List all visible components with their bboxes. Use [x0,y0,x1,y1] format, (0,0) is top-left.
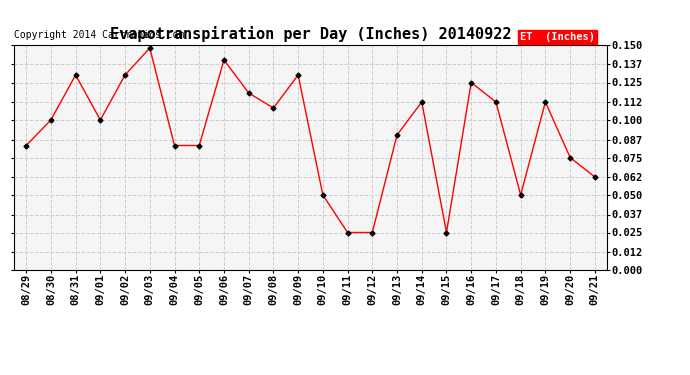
Text: Copyright 2014 Cartronics.com: Copyright 2014 Cartronics.com [14,30,184,40]
Text: ET  (Inches): ET (Inches) [520,32,595,42]
Title: Evapotranspiration per Day (Inches) 20140922: Evapotranspiration per Day (Inches) 2014… [110,27,511,42]
